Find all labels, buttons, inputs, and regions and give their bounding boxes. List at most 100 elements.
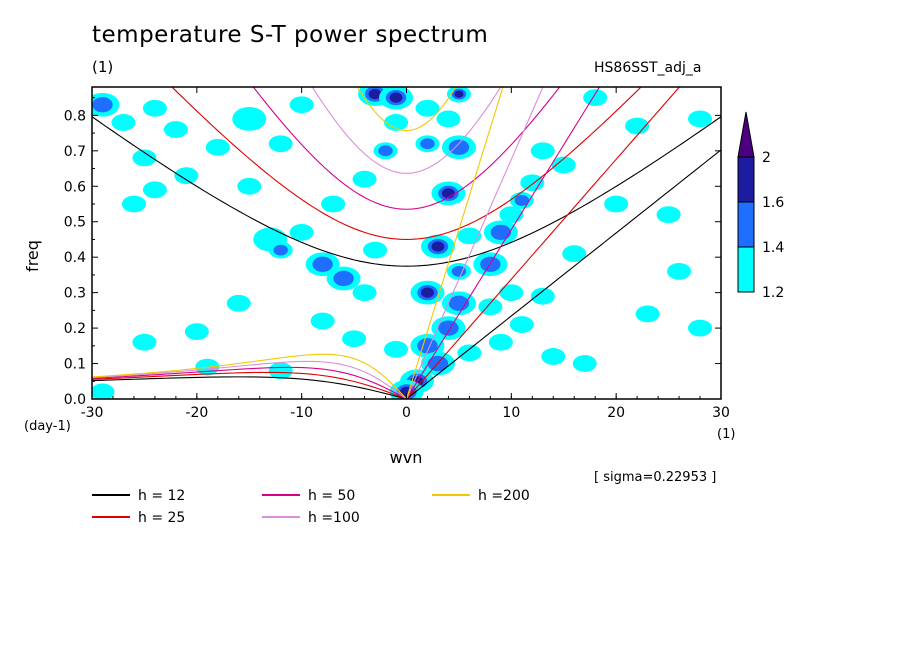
power-blob <box>352 170 377 188</box>
y-tick-label: 0.4 <box>64 250 86 266</box>
rossby-curve-12 <box>92 376 407 399</box>
gravity-curve-50 <box>252 87 561 210</box>
x-tick-label: 0 <box>402 405 411 421</box>
power-blob <box>436 110 461 128</box>
power-blob <box>174 167 199 185</box>
power-blob-core <box>451 265 467 277</box>
power-blob <box>363 241 388 259</box>
power-blob <box>121 195 146 213</box>
power-blob-core <box>92 97 113 113</box>
power-blob <box>688 110 713 128</box>
power-blob <box>667 262 692 280</box>
power-blob <box>562 245 587 263</box>
power-blob <box>237 177 262 195</box>
gravity-curve-25 <box>171 87 642 240</box>
colorbar-extend-arrow <box>737 111 755 158</box>
sigma-label: [ sigma=0.22953 ] <box>594 470 717 485</box>
power-blob-peak <box>389 92 403 103</box>
power-blob <box>583 89 608 107</box>
power-blob <box>530 287 555 305</box>
power-blob-core <box>448 295 470 311</box>
legend-label: h =200 <box>478 488 530 504</box>
dispersion-curves <box>92 87 721 399</box>
power-blob <box>142 99 167 117</box>
power-blob <box>268 135 293 153</box>
colorbar: 1.2 1.4 1.6 2 <box>737 111 784 301</box>
legend-label: h = 50 <box>308 488 355 504</box>
power-blob <box>384 114 409 131</box>
y-tick-label: 0.3 <box>64 286 86 302</box>
colorbar-label: 1.2 <box>762 285 784 301</box>
power-shading <box>92 87 713 399</box>
power-blob <box>268 362 293 380</box>
power-blob-peak <box>421 287 434 298</box>
y-axis-label: freq <box>23 240 42 272</box>
power-blob-core <box>273 244 288 256</box>
kelvin-curve-12 <box>406 149 721 399</box>
power-blob <box>635 305 660 323</box>
x-tick-label: 20 <box>607 405 625 421</box>
chart-title: temperature S-T power spectrum <box>92 22 489 48</box>
power-blob-core <box>312 256 333 272</box>
x-tick-label: 30 <box>712 405 730 421</box>
power-blob <box>457 344 482 362</box>
rossby-curve-50 <box>92 366 407 399</box>
rossby-curve-100 <box>92 360 407 399</box>
kelvin-curve-25 <box>406 87 681 399</box>
colorbar-label: 1.4 <box>762 240 784 256</box>
power-blob <box>415 99 440 117</box>
colorbar-segment <box>737 156 755 203</box>
y-unit-label: (day-1) <box>24 419 71 434</box>
power-blob-core <box>490 224 512 241</box>
power-blob <box>384 340 409 358</box>
power-blob <box>205 138 230 156</box>
y-tick-label: 0.2 <box>64 321 86 337</box>
power-blob <box>142 181 167 199</box>
y-tick-label: 0.6 <box>64 179 86 195</box>
power-blob-core <box>420 138 435 150</box>
colorbar-segment <box>737 246 755 293</box>
power-blob <box>352 284 377 302</box>
legend-label: h = 12 <box>138 488 185 504</box>
dataset-label: HS86SST_adj_a <box>594 60 702 76</box>
power-blob-core <box>514 195 530 206</box>
kelvin-curve-50 <box>406 87 601 399</box>
legend: h = 12 h = 25 h = 50 h =100 h =200 <box>92 488 530 526</box>
power-blob-core <box>417 338 438 354</box>
power-blob-core <box>448 139 470 155</box>
kelvin-curve-100 <box>405 87 544 399</box>
kelvin-curve-200 <box>405 87 504 399</box>
power-blob <box>132 333 157 351</box>
power-blob <box>111 114 136 131</box>
y-tick-label: 0.1 <box>64 357 86 373</box>
gravity-curve-12 <box>92 116 721 267</box>
power-blob <box>478 298 503 316</box>
power-blob <box>92 383 115 399</box>
gravity-curve-200 <box>356 87 457 132</box>
x-axis-label: wvn <box>390 448 423 467</box>
rossby-curve-200 <box>92 353 407 399</box>
gravity-curve-100 <box>311 87 502 174</box>
unit-label: (1) <box>92 58 114 76</box>
y-tick-label: 0.5 <box>64 215 86 231</box>
power-blob <box>184 323 209 341</box>
legend-label: h = 25 <box>138 510 185 526</box>
y-tick-label: 0.0 <box>64 392 86 408</box>
x-unit-label: (1) <box>717 427 735 442</box>
axes: -30 -20 -10 0 10 20 30 0.0 0.1 0.2 0.3 0.4 0.5 0.6 0.7… <box>64 87 730 421</box>
power-blob <box>163 121 188 138</box>
power-blob <box>232 107 267 131</box>
power-blob <box>656 206 681 224</box>
power-blob <box>499 206 524 224</box>
power-blob <box>551 156 576 174</box>
legend-label: h =100 <box>308 510 360 526</box>
x-tick-label: 10 <box>502 405 520 421</box>
x-tick-label: -30 <box>81 405 104 421</box>
colorbar-label: 1.6 <box>762 195 784 211</box>
colorbar-label: 2 <box>762 150 771 166</box>
power-blob <box>488 333 513 351</box>
power-blob-peak <box>454 90 464 98</box>
power-blob <box>499 284 524 302</box>
power-blob-peak <box>368 88 382 100</box>
